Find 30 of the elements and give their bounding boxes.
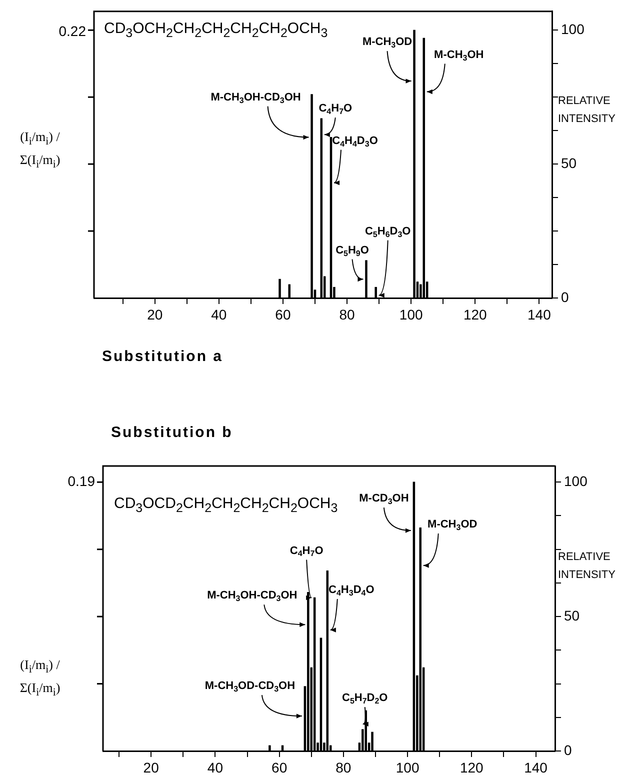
text: (I$_{i}$/m$_{i}$) / Σ(I$_{i}$/m$_{i}$) [20, 657, 60, 698]
text: 0.19 [66, 472, 95, 490]
text: Substitution a [102, 348, 223, 365]
x-tick-label: 100 [399, 306, 423, 322]
chart-title: Substitution b [111, 424, 233, 441]
x-tick-label: 100 [396, 759, 420, 776]
x-tick-label: 80 [339, 306, 356, 322]
x-tick-label: 120 [460, 759, 484, 776]
x-tick-label: 40 [207, 759, 224, 776]
x-tick-label: 20 [143, 759, 160, 776]
text: 0.22 [58, 22, 86, 40]
x-tick-label: 140 [524, 759, 548, 776]
y-axis-title: RELATIVE INTENSITY [558, 550, 616, 583]
y-tick-label: 0 [564, 742, 572, 758]
y-tick-label: 0 [561, 288, 569, 305]
text: CD$_{3}$OCH$_{2}$CH$_{2}$CH$_{2}$CH$_{2}$CH$_{2}$OCH$_{3}$ [104, 20, 328, 40]
x-tick-label: 40 [211, 306, 227, 322]
x-tick-label: 120 [463, 306, 488, 322]
x-tick-label: 60 [272, 759, 288, 776]
x-tick-label: 140 [528, 306, 552, 322]
x-tick-label: 20 [147, 306, 163, 322]
text: (I$_{i}$/m$_{i}$) / Σ(I$_{i}$/m$_{i}$) [20, 129, 60, 170]
x-tick-label: 60 [275, 306, 291, 322]
y-axis-title: RELATIVE INTENSITY [558, 94, 616, 127]
y-tick-label: 50 [564, 607, 580, 624]
y-tick-label: 100 [561, 21, 585, 38]
text: CD$_{3}$OCD$_{2}$CH$_{2}$CH$_{2}$CH$_{2}$CH$_{2}$OCH$_{3}$ [114, 495, 338, 515]
y-tick-label: 50 [561, 154, 577, 171]
y-tick-label: 100 [564, 472, 588, 489]
x-tick-label: 80 [336, 759, 352, 776]
